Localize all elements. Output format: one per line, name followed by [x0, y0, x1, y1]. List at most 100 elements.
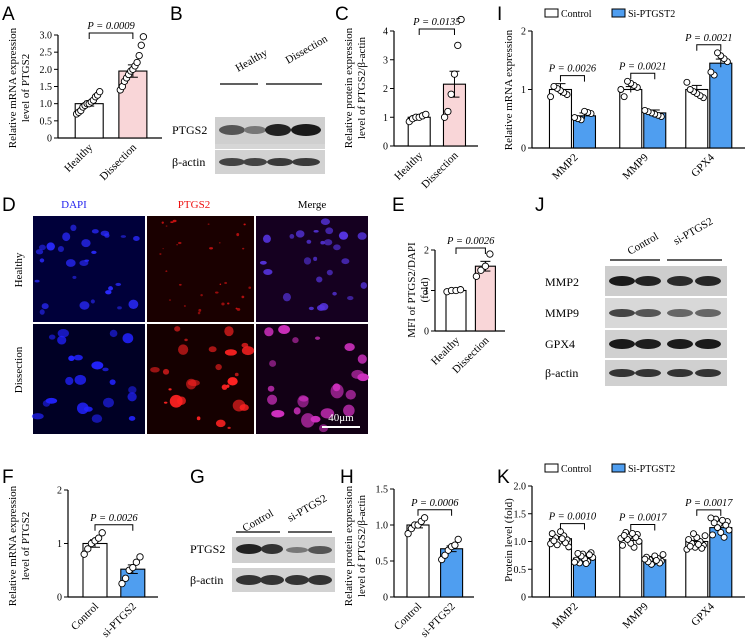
- blot-band: [695, 309, 721, 317]
- img-col-dapi: DAPI: [61, 199, 87, 211]
- bar-mmp9-control: [619, 539, 643, 598]
- nucleus-spot: [215, 291, 219, 294]
- x-tick-label: MMP2: [550, 152, 581, 183]
- y-tick-label: 2: [521, 27, 526, 38]
- blot-band: [695, 276, 721, 286]
- panel-letter-g: G: [190, 467, 205, 488]
- data-point: [686, 542, 694, 550]
- data-point: [135, 51, 143, 60]
- p-value: P = 0.0021: [618, 61, 666, 72]
- y-tick-label: 1.0: [40, 99, 53, 110]
- blot-band: [609, 309, 635, 317]
- nucleus-spot: [38, 244, 46, 251]
- nucleus-spot: [343, 404, 355, 417]
- panel-letter-j: J: [535, 195, 545, 216]
- data-point: [441, 551, 449, 559]
- data-point: [132, 558, 141, 566]
- significance-bracket: [696, 44, 722, 51]
- x-tick-label: GPX4: [689, 151, 717, 179]
- significance-bracket: [94, 524, 134, 531]
- nucleus-spot: [313, 256, 318, 261]
- y-tick-label: 2: [383, 84, 388, 95]
- nucleus-spot: [57, 246, 65, 253]
- nucleus-spot: [81, 239, 91, 248]
- nucleus-spot: [48, 334, 56, 340]
- p-value: P = 0.0017: [684, 498, 733, 509]
- blot-band: [635, 339, 661, 349]
- data-point: [571, 114, 579, 121]
- y-tick-label: 1.5: [40, 82, 53, 93]
- data-point: [422, 110, 430, 119]
- nucleus-spot: [332, 291, 337, 296]
- nucleus-spot: [159, 253, 162, 255]
- y-tick-label: 1.0: [376, 521, 389, 532]
- y-tick-label: 1.5: [514, 509, 527, 520]
- nucleus-spot: [70, 224, 77, 232]
- nucleus-spot: [236, 233, 240, 237]
- nucleus-spot: [326, 269, 333, 276]
- bar-healthy: [445, 289, 467, 332]
- data-point: [118, 579, 126, 588]
- blot-band: [609, 369, 635, 377]
- nucleus-spot: [128, 416, 136, 421]
- significance-bracket: [696, 509, 722, 516]
- legend-label-control: Control: [561, 464, 592, 475]
- blot-j-row-mmp9: MMP9: [545, 306, 579, 320]
- nucleus-spot: [178, 344, 189, 355]
- nucleus-spot: [102, 367, 109, 372]
- nucleus-spot: [341, 258, 350, 265]
- y-tick-label: 0: [47, 134, 52, 145]
- nucleus-spot: [262, 234, 271, 243]
- nucleus-spot: [357, 373, 369, 382]
- nucleus-spot: [122, 333, 134, 344]
- significance-bracket: [88, 32, 134, 39]
- data-point: [444, 107, 452, 116]
- nucleus-spot: [282, 292, 291, 302]
- y-tick-label: 3: [383, 55, 388, 66]
- nucleus-spot: [100, 230, 110, 237]
- data-point: [707, 68, 715, 76]
- x-tick-label: si-PTGS2: [100, 601, 139, 640]
- nucleus-spot: [267, 394, 278, 405]
- data-point: [686, 86, 694, 93]
- nucleus-spot: [224, 281, 228, 285]
- scale-bar-label: 40μm: [328, 412, 354, 424]
- y-tick-label: 0: [57, 593, 62, 604]
- p-value: P = 0.0026: [548, 64, 597, 75]
- nucleus-spot: [357, 232, 367, 240]
- significance-bracket: [455, 247, 486, 254]
- nucleus-spot: [170, 221, 174, 224]
- nucleus-spot: [117, 306, 122, 310]
- y-tick-label: 1: [57, 539, 62, 550]
- p-value: P = 0.0017: [618, 512, 667, 523]
- img-col-ptgs2: PTGS2: [178, 199, 210, 211]
- data-point: [683, 78, 691, 86]
- nucleus-spot: [241, 295, 245, 299]
- y-axis-title-line2: (fold): [419, 277, 431, 302]
- nucleus-spot: [314, 336, 321, 340]
- blot-g-row-actin: β-actin: [190, 573, 223, 587]
- p-value: P = 0.0010: [548, 512, 597, 523]
- y-tick-label: 3.0: [40, 31, 53, 42]
- nucleus-spot: [91, 229, 99, 234]
- data-point: [456, 286, 465, 294]
- legend-swatch-si: [611, 463, 626, 473]
- legend-label-si: Si-PTGST2: [628, 464, 675, 475]
- nucleus-spot: [320, 240, 325, 245]
- blot-j-group-si: si-PTGS2: [672, 216, 716, 248]
- nucleus-spot: [320, 408, 335, 419]
- panel-I-axes: 0 1 2 P = 0.0026 MMP2 P = 0.0021 MMP9 P = 0.002…: [503, 8, 745, 183]
- nucleus-spot: [303, 257, 312, 265]
- data-point: [585, 551, 593, 559]
- nucleus-spot: [219, 283, 222, 286]
- nucleus-spot: [316, 304, 326, 311]
- nucleus-spot: [39, 258, 45, 263]
- y-axis-title-line2: level of PTGS2: [20, 54, 32, 122]
- y-axis-title-line2: level of PTGS2: [20, 512, 32, 580]
- y-tick-label: 0.5: [376, 557, 389, 568]
- blot-band: [667, 339, 693, 349]
- significance-bracket: [418, 28, 455, 35]
- nucleus-spot: [289, 234, 295, 239]
- p-value: P = 0.0026: [89, 513, 138, 524]
